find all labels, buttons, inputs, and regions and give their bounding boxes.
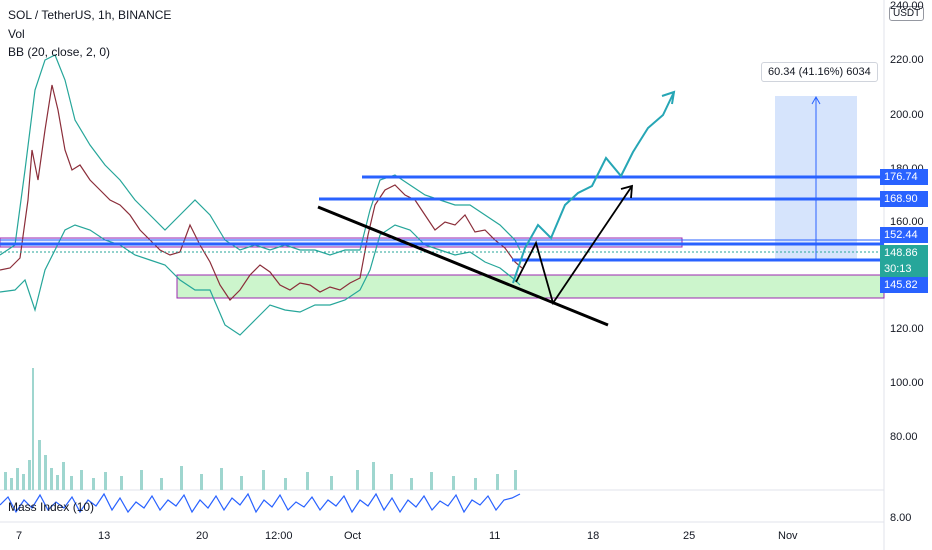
price-tag-176: 176.74 [880,169,928,185]
price-tag-169: 168.90 [880,191,928,207]
x-tick-7: 7 [16,530,23,542]
y-tick-220: 220.00 [890,54,924,66]
x-tick-25: 25 [683,530,696,542]
bb-legend[interactable]: BB (20, close, 2, 0) [8,45,111,59]
projection-teal-arrowhead [661,90,676,105]
y-tick-120: 120.00 [890,323,924,335]
x-tick-nov: Nov [778,530,798,542]
price-series [0,84,523,301]
y-tick-160: 160.00 [890,216,924,228]
price-tag-152: 152.44 [880,227,928,243]
currency-badge[interactable]: USDT [889,6,925,21]
projection-black-arrowhead [620,184,634,199]
x-tick-11: 11 [489,530,501,542]
vol-legend[interactable]: Vol [8,27,25,41]
mass-index-line [0,492,521,514]
y-tick-80: 80.00 [890,431,918,443]
y-tick-240: 240.00 [890,0,924,12]
bb-lower [0,224,521,336]
projection-black [515,185,633,306]
x-tick-1200: 12:00 [265,530,293,542]
price-tag-146: 145.82 [880,277,928,293]
projection-teal [512,91,675,284]
trendline-black [317,205,609,327]
volume-bars [4,368,517,490]
x-tick-13: 13 [98,530,111,542]
countdown-tag: 30:13 [880,261,928,277]
y-tick-100: 100.00 [890,377,924,389]
x-tick-18: 18 [587,530,600,542]
mass-index-legend[interactable]: Mass Index (10) [8,500,95,514]
y-tick-200: 200.00 [890,109,924,121]
measure-arrowhead [811,95,821,105]
x-tick-20: 20 [196,530,209,542]
symbol-title: SOL / TetherUS, 1h, BINANCE [8,8,172,22]
measure-label: 60.34 (41.16%) 6034 [761,62,878,82]
price-tag-149: 148.86 [880,245,928,261]
x-tick-oct: Oct [344,530,362,542]
y-tick-8: 8.00 [890,512,912,524]
